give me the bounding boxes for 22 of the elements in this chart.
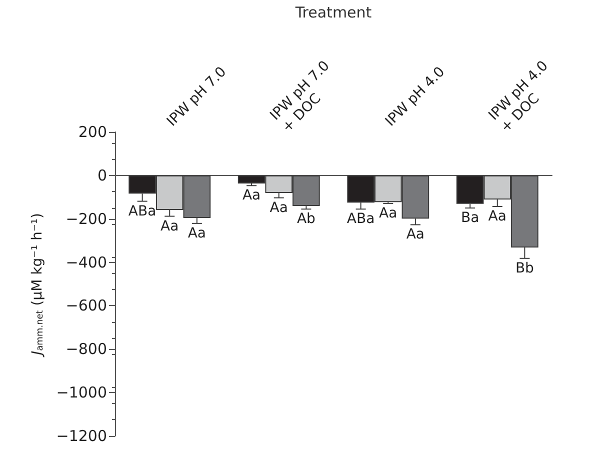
x-axis-title: Treatment: [294, 4, 372, 22]
y-axis-title: Jamm.net (µM kg⁻¹ h⁻¹): [30, 213, 46, 358]
data-label: Aa: [188, 225, 206, 242]
y-tick-label: 0: [97, 166, 107, 184]
data-label: Aa: [406, 226, 425, 243]
data-label: Ab: [296, 211, 316, 228]
data-label: Aa: [242, 188, 261, 204]
data-label: Ba: [460, 210, 480, 226]
data-label: ABa: [128, 203, 156, 220]
y-tick-label: −400: [66, 253, 107, 272]
y-tick-label: −800: [66, 340, 107, 358]
y-tick-label: −1000: [56, 384, 107, 402]
data-label: Aa: [270, 200, 288, 216]
y-tick-label: −600: [66, 296, 107, 315]
data-label: Aa: [379, 205, 398, 222]
data-label: ABa: [346, 211, 375, 228]
y-tick-label: −1200: [56, 427, 107, 445]
data-label: Aa: [488, 208, 506, 224]
data-label: Bb: [515, 260, 534, 276]
y-tick-label: −200: [66, 210, 107, 228]
data-label: Aa: [160, 218, 179, 234]
y-tick-label: 200: [78, 123, 107, 141]
